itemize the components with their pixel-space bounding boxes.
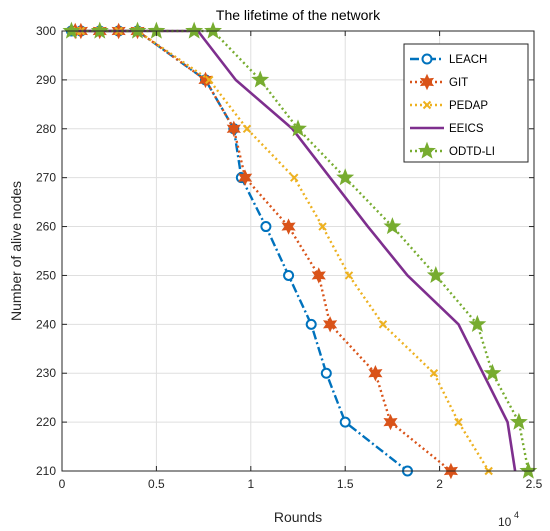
data-point-pedap-stroke-b	[344, 271, 354, 280]
data-point-odtd-li	[483, 363, 502, 381]
data-point-odtd-li	[383, 217, 402, 235]
chart-title: The lifetime of the network	[216, 7, 381, 23]
legend-label: LEACH	[449, 54, 487, 66]
series-odtd-li	[62, 21, 538, 479]
data-point-odtd-li	[90, 21, 109, 39]
data-point-odtd-li	[509, 412, 528, 430]
plot-frame	[61, 30, 535, 472]
x-tick-label: 2	[436, 477, 443, 491]
series-line-eeics	[75, 29, 517, 472]
legend-label: GIT	[449, 77, 468, 89]
data-point-odtd-li	[336, 168, 355, 186]
data-point-leach	[339, 416, 351, 428]
y-tick-label: 290	[36, 73, 56, 87]
y-tick-label: 280	[36, 122, 56, 136]
data-point-pedap-stroke-b	[318, 222, 327, 231]
x-exponent-power: 4	[514, 510, 519, 520]
data-point-pedap	[242, 124, 252, 133]
data-point-pedap	[429, 369, 439, 378]
data-point-git	[281, 218, 296, 235]
y-tick-label: 240	[36, 317, 56, 331]
y-tick-label: 270	[36, 171, 56, 185]
data-point-pedap-stroke-b	[378, 320, 388, 329]
legend-marker-stroke-b	[422, 100, 432, 110]
x-exponent-base: 10	[498, 515, 512, 529]
legend: LEACH GIT PEDAP EEICS ODTD-LI	[403, 43, 529, 163]
data-point-pedap-stroke-b	[242, 124, 252, 133]
x-tick-label: 2.5	[526, 477, 543, 491]
data-point-odtd-li	[128, 21, 147, 39]
legend-marker	[418, 141, 436, 159]
data-point-git	[238, 169, 253, 186]
x-tick-label: 1	[247, 477, 254, 491]
data-point-leach	[283, 269, 295, 281]
y-tick-label: 300	[36, 24, 56, 38]
legend-marker	[421, 53, 433, 65]
data-point-pedap-stroke-b	[454, 417, 463, 427]
data-point-pedap-stroke-b	[429, 369, 439, 378]
data-point-pedap	[454, 417, 463, 427]
data-point-pedap	[290, 173, 299, 182]
data-point-odtd-li	[62, 21, 81, 39]
legend-entry-eeics: EEICS	[410, 123, 484, 135]
y-tick-label: 260	[36, 220, 56, 234]
data-point-pedap	[318, 222, 327, 231]
y-tick-label: 250	[36, 268, 56, 282]
data-point-odtd-li	[251, 70, 270, 88]
y-tick-label: 230	[36, 366, 56, 380]
legend-label: ODTD-LI	[449, 146, 495, 158]
data-point-pedap	[205, 75, 214, 85]
data-point-odtd-li	[185, 21, 204, 39]
y-axis-label: Number of alive nodes	[8, 181, 24, 321]
legend-marker	[419, 73, 435, 91]
x-axis-label: Rounds	[274, 509, 322, 525]
y-tick-label: 210	[36, 464, 56, 478]
data-point-odtd-li	[204, 21, 222, 39]
x-tick-labels: 0 0.5 1 1.5 2 2.5	[59, 477, 543, 491]
legend-label: EEICS	[449, 123, 484, 135]
legend-entry-odtd-li: ODTD-LI	[410, 141, 495, 159]
series-line-git	[75, 29, 452, 472]
data-point-odtd-li	[289, 119, 307, 137]
data-point-odtd-li	[468, 314, 487, 332]
legend-marker	[422, 100, 432, 110]
y-tick-labels: 210 220 230 240 250 260 270 280 290 300	[36, 24, 56, 478]
data-point-leach	[305, 318, 317, 330]
data-point-git	[383, 413, 398, 431]
data-point-pedap	[378, 320, 388, 329]
legend-entry-git: GIT	[410, 73, 468, 91]
data-point-odtd-li	[426, 266, 445, 284]
data-point-pedap-stroke-b	[205, 75, 214, 85]
data-point-git	[311, 267, 326, 284]
x-tick-label: 0.5	[148, 477, 165, 491]
data-point-git	[226, 120, 241, 137]
x-tick-label: 1.5	[337, 477, 354, 491]
legend-entry-pedap: PEDAP	[410, 100, 488, 112]
data-point-pedap-stroke-b	[290, 173, 299, 182]
legend-label: PEDAP	[449, 100, 488, 112]
series-line-leach	[71, 29, 409, 472]
series-eeics	[75, 29, 517, 472]
data-point-pedap	[344, 271, 354, 280]
y-tick-label: 220	[36, 415, 56, 429]
x-axis-exponent: 10 4	[498, 510, 519, 529]
legend-entry-leach: LEACH	[410, 53, 487, 66]
data-point-leach	[260, 221, 272, 233]
data-point-leach	[320, 367, 332, 379]
data-point-git	[322, 316, 338, 333]
x-tick-label: 0	[59, 477, 66, 491]
data-point-git	[368, 365, 383, 382]
axis-ticks	[61, 30, 535, 472]
